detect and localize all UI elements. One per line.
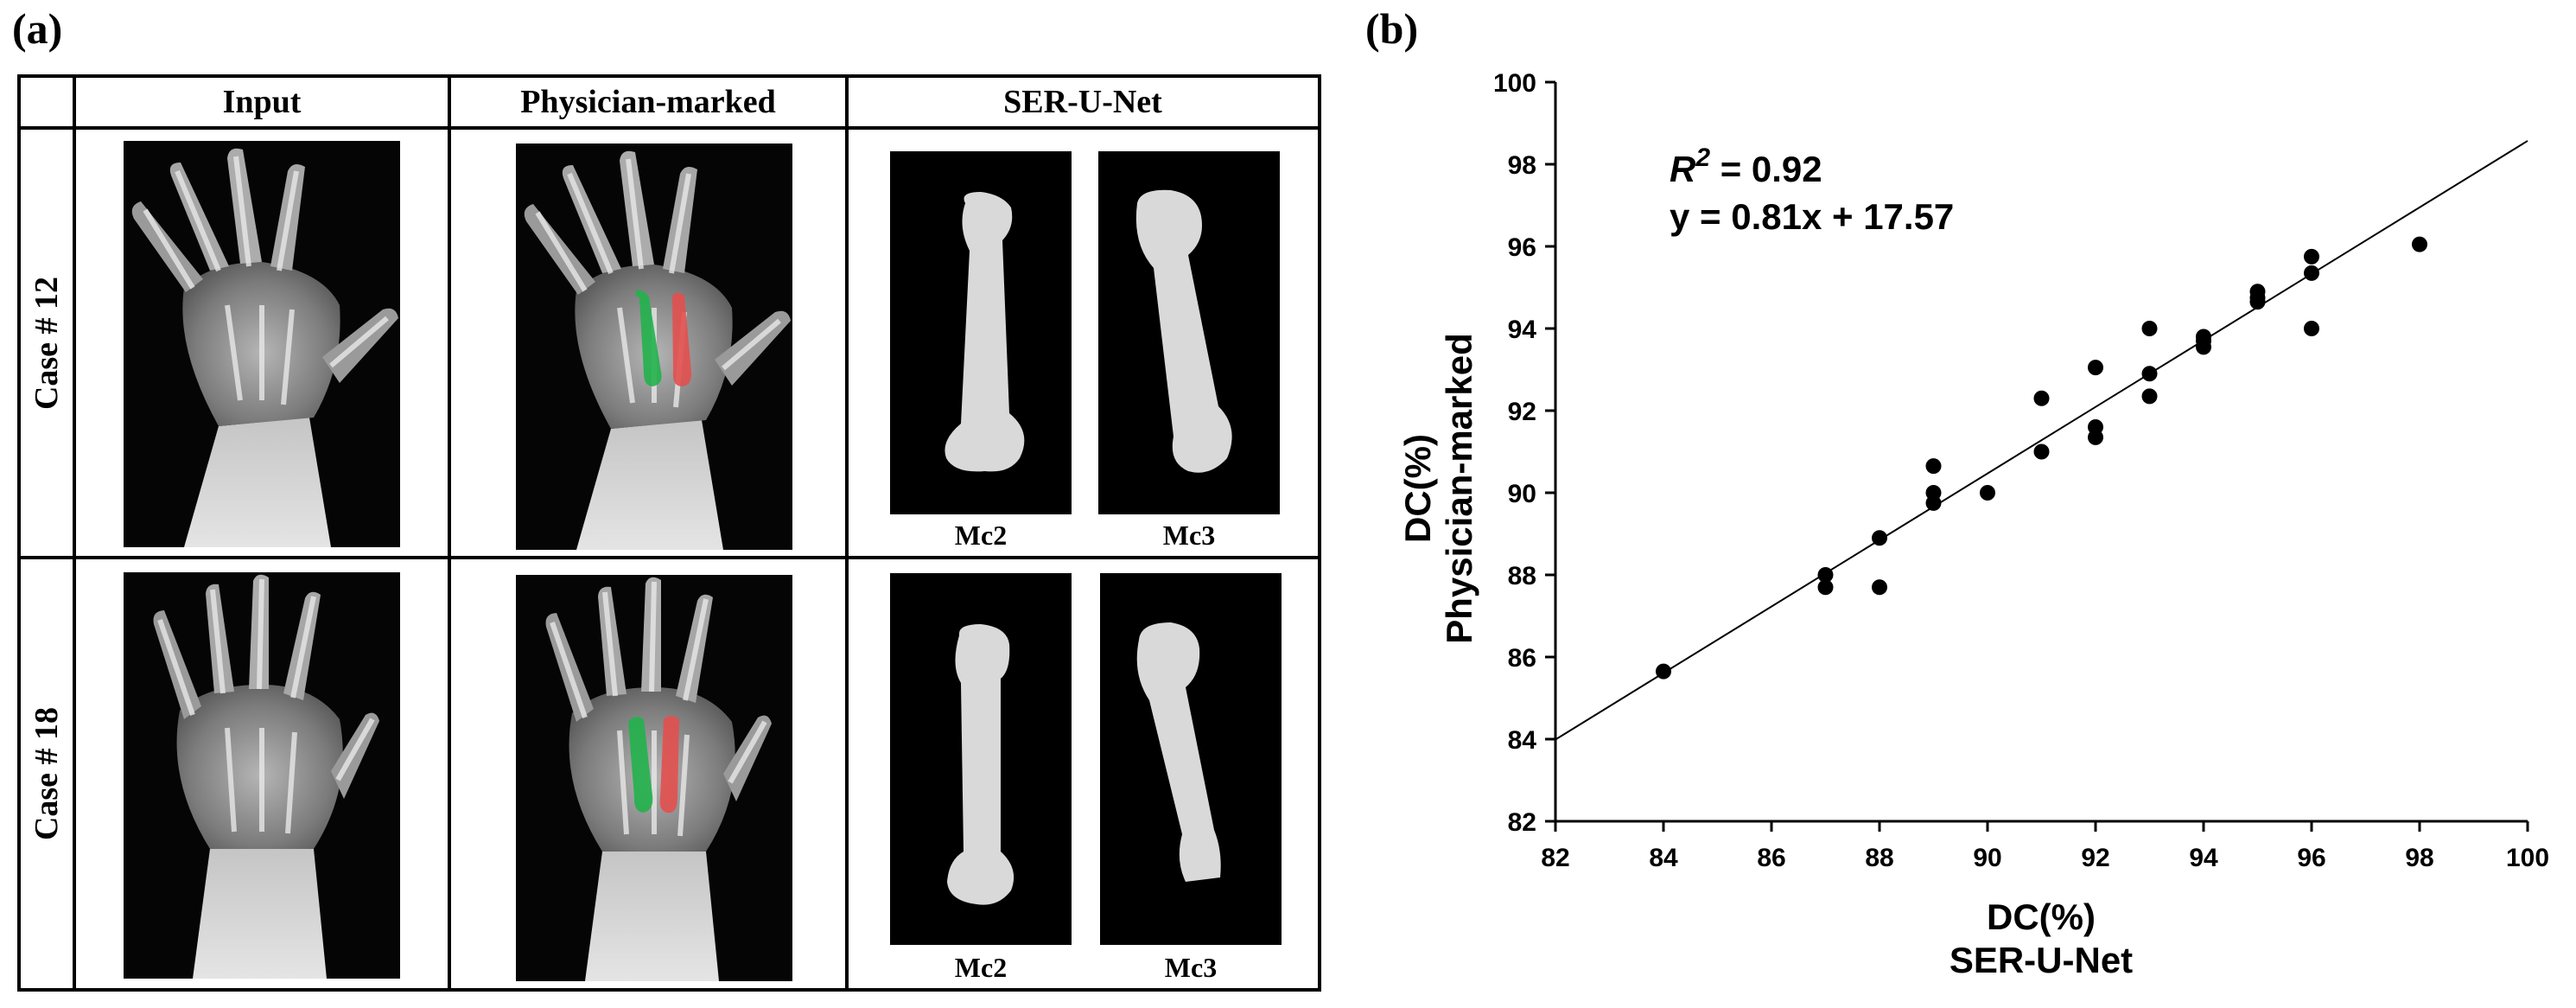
data-point xyxy=(2141,388,2158,405)
x-tick-label: 88 xyxy=(1865,844,1893,872)
scatter-chart: 82 84 86 88 90 92 94 96 98 100 82 84 86 88 90 92 94 96 98… xyxy=(1397,69,2549,980)
panel-a: (a) xyxy=(12,4,1321,992)
column-header-ser-u-net: SER-U-Net xyxy=(1003,84,1162,120)
y-tick-label: 96 xyxy=(1508,233,1536,262)
y-tick-label: 88 xyxy=(1508,562,1536,590)
y-tick-label: 92 xyxy=(1508,398,1536,426)
y-tick-label: 82 xyxy=(1508,808,1536,837)
r-squared-value: = 0.92 xyxy=(1710,149,1822,189)
marked-bone-mc2-case-18 xyxy=(628,717,653,813)
column-header-physician-marked: Physician-marked xyxy=(520,84,776,120)
y-tick-label: 90 xyxy=(1508,480,1536,508)
data-point xyxy=(2304,248,2319,265)
data-point xyxy=(1817,567,1834,583)
x-tick-label: 84 xyxy=(1649,844,1678,872)
x-tick-label: 96 xyxy=(2297,844,2325,872)
row-label-case-12: Case # 12 xyxy=(29,277,65,410)
x-axis-sublabel: SER-U-Net xyxy=(1949,940,2133,980)
panel-a-label: (a) xyxy=(12,4,63,53)
data-points xyxy=(1656,236,2427,679)
mask-label-mc3-case-12: Mc3 xyxy=(1163,520,1215,551)
y-axis-label: DC(%) xyxy=(1397,434,1438,543)
y-tick-label: 98 xyxy=(1508,151,1536,180)
x-axis-label: DC(%) xyxy=(1987,896,2096,937)
y-tick-label: 94 xyxy=(1508,316,1537,344)
data-point xyxy=(1656,663,1671,679)
xray-input-case-12 xyxy=(124,141,400,547)
data-point xyxy=(2088,419,2103,435)
panel-b-label: (b) xyxy=(1365,4,1419,53)
mask-label-mc2-case-18: Mc2 xyxy=(955,952,1007,983)
data-point xyxy=(2196,329,2211,345)
xray-input-case-18 xyxy=(124,572,400,979)
x-ticks: 82 84 86 88 90 92 94 96 98 100 xyxy=(1541,821,2549,872)
data-point xyxy=(2141,366,2158,382)
x-tick-label: 86 xyxy=(1757,844,1785,872)
y-tick-label: 100 xyxy=(1493,69,1536,98)
mask-label-mc2-case-12: Mc2 xyxy=(955,520,1007,551)
fit-line xyxy=(1555,140,2528,741)
data-point xyxy=(2249,284,2266,300)
data-point xyxy=(2304,265,2319,281)
y-tick-label: 86 xyxy=(1508,644,1536,673)
marked-bone-mc3-case-12 xyxy=(672,292,692,386)
y-ticks: 82 84 86 88 90 92 94 96 98 100 xyxy=(1493,69,1555,837)
fit-line-group xyxy=(1555,140,2528,741)
data-point xyxy=(1872,579,1887,596)
marked-bone-mc2-case-12 xyxy=(635,290,662,386)
data-point xyxy=(2412,236,2427,252)
data-point xyxy=(2033,443,2050,460)
x-tick-label: 98 xyxy=(2405,844,2433,872)
x-tick-label: 92 xyxy=(2081,844,2109,872)
column-header-input: Input xyxy=(223,84,302,120)
data-point xyxy=(2304,321,2319,336)
x-tick-label: 94 xyxy=(2189,844,2218,872)
r-squared-symbol: R xyxy=(1670,149,1696,189)
data-point xyxy=(2141,321,2158,336)
x-tick-label: 100 xyxy=(2506,844,2549,872)
marked-bone-mc3-case-18 xyxy=(659,716,679,813)
data-point xyxy=(1817,579,1834,596)
data-point xyxy=(1980,485,1995,501)
panel-b: (b) 82 84 86 88 90 92 94 96 98 100 82 84 86 88 90 92 94… xyxy=(1365,0,2576,1008)
data-point xyxy=(1872,530,1887,546)
r-squared-annotation: R2 = 0.92 xyxy=(1670,144,1822,189)
data-point xyxy=(2033,390,2050,406)
figure-table: Input Physician-marked SER-U-Net Case # … xyxy=(17,74,1321,992)
mask-label-mc3-case-18: Mc3 xyxy=(1165,952,1217,983)
table-grid xyxy=(17,74,1321,992)
data-point xyxy=(1925,485,1942,501)
regression-equation: y = 0.81x + 17.57 xyxy=(1670,196,1954,237)
y-tick-label: 84 xyxy=(1508,726,1537,755)
row-label-case-18: Case # 18 xyxy=(29,707,65,840)
x-tick-label: 90 xyxy=(1973,844,2001,872)
x-tick-label: 82 xyxy=(1541,844,1569,872)
data-point xyxy=(1925,458,1942,475)
r-squared-exponent: 2 xyxy=(1695,144,1710,172)
data-point xyxy=(2088,360,2103,376)
y-axis-sublabel: Physician-marked xyxy=(1439,333,1479,644)
xray-physician-case-18 xyxy=(516,575,792,981)
